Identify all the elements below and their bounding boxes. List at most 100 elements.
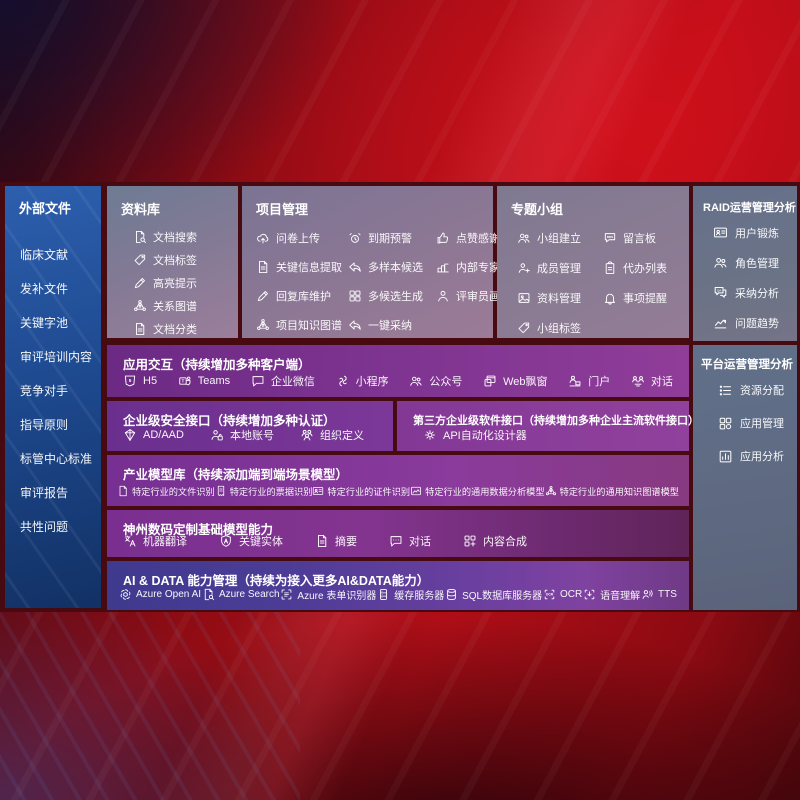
shielda-icon [219,534,233,548]
sidebar-item: 指导原则 [5,407,101,441]
feature-label: 小组建立 [537,232,581,245]
feature-label: 对话 [650,376,673,388]
list-icon [718,383,733,398]
feature-item: API自动化设计器 [423,427,527,443]
feature-item: 内容合成 [463,533,527,549]
doc-lines-icon [315,534,329,548]
ai-data-items: Azure Open AI Azure Search Azure 表单识别器 缓存服务… [107,587,689,602]
security-interface-title: 企业级安全接口（持续增加多种认证） [123,414,336,428]
external-files-panel: 外部文件 临床文献 发补文件 关键字池 审评培训内容 竞争对手 指导原则 标管中心标准 审评报… [5,186,101,608]
feature-label: 项目知识图谱 [276,319,342,332]
grid4-icon [348,289,362,303]
speech-icon [583,588,596,601]
ai-data-title: AI & DATA 能力管理（持续为接入更多AI&DATA能力） [123,574,430,588]
feature-label: Azure Open AI [136,589,202,600]
feature-label: 内容合成 [483,536,527,548]
sidebar-item-label: 审评报告 [20,485,69,500]
svg-text:QA: QA [717,289,722,293]
feature-label: 多样本候选 [368,261,423,274]
feature-label: 语音理解 [600,591,641,602]
chat-icon [251,374,265,388]
feature-item: 组织定义 [300,427,364,443]
external-files-title: 外部文件 [19,201,72,216]
feature-label: 关键实体 [239,536,283,548]
library-title: 资料库 [121,202,161,217]
feature-item: 成员管理 [517,258,603,277]
feature-label: 用户锻炼 [735,227,779,240]
sidebar-item: 临床文献 [5,237,101,271]
feature-item: 摘要 [315,533,357,549]
reply-icon [348,260,362,274]
pen-icon [256,289,270,303]
feature-label: 资料管理 [537,292,581,305]
sidebar-item-label: 临床文献 [20,247,69,262]
project-management-title: 项目管理 [256,202,309,217]
clipboard-icon [603,260,617,275]
bell-icon [603,291,617,305]
feature-item: 特定行业的通用知识图谱模型 [545,484,679,498]
feature-label: 机器翻译 [143,536,187,548]
tts-icon [641,588,654,601]
feature-item: 对话 [389,533,431,549]
openai-icon [119,588,132,601]
platform-analysis-title: 平台运营管理分析 [701,359,793,371]
doc-lines-icon [256,260,270,274]
graph-icon [256,318,270,332]
translate-icon [123,534,137,548]
svg-text:T: T [181,379,184,384]
feature-item: 文档标签 [133,250,238,269]
feature-item: 高亮提示 [133,273,238,292]
h5-icon: 5 [123,374,137,388]
sidebar-item: 标管中心标准 [5,441,101,475]
feature-label: 关系图谱 [153,300,197,313]
feature-item: Azure Search [202,588,280,601]
sidebar-item-label: 审评培训内容 [20,349,93,364]
feature-label: 代办列表 [623,262,667,275]
doc-search-icon [202,588,215,601]
feature-label: Azure Search [218,589,280,600]
feature-label: 小组标签 [537,322,581,335]
feature-item: 本地账号 [210,427,274,443]
feature-label: Azure 表单识别器 [297,591,377,602]
ai-data-row: AI & DATA 能力管理（持续为接入更多AI&DATA能力） Azure O… [107,561,689,610]
server-icon [377,588,390,601]
feature-item: 对话 [631,373,673,389]
feature-item: 缓存服务器 [377,587,444,602]
feature-label: 本地账号 [229,430,274,442]
sidebar-item: 审评报告 [5,475,101,509]
dcits-model-title: 神州数码定制基础模型能力 [123,523,274,537]
feature-item: 企业微信 [251,373,315,389]
industry-model-items: 特定行业的文件识别 特定行业的票据识别 特定行业的证件识别 特定行业的通用数据分析模型… [107,484,689,498]
feature-label: 问卷上传 [276,232,320,245]
feature-label: 公众号 [429,376,463,388]
feature-item: 小程序 [336,373,389,389]
people-icon [517,231,531,245]
teams-icon: T [178,374,192,388]
svg-text:5: 5 [129,378,132,383]
sidebar-item: 审评培训内容 [5,339,101,373]
chat-dots-icon [389,534,403,548]
feature-label: 点赞感谢 [456,232,500,245]
project-management-items: 问卷上传 到期预警 点赞感谢 关键信息提取 多样本候选 内部专家排名 回复库维护 多候选生成评… [256,228,522,334]
special-group-items: 小组建立 BBS 留言板 成员管理 代办列表 资料管理 事项提醒 小组标签 [517,228,689,337]
thumb-icon [436,231,450,245]
feature-label: 多候选生成 [368,290,423,303]
feature-label: 缓存服务器 [394,591,445,602]
trend-icon [713,315,728,330]
feature-item: OCR OCR [543,588,582,601]
feature-label: 特定行业的文件识别 [132,487,215,497]
feature-label: 文档搜索 [153,231,197,244]
mini-icon [336,374,350,388]
feature-item: T Teams [178,374,230,388]
sidebar-item-label: 竞争对手 [20,383,69,398]
appgrid-icon [718,416,733,431]
idcard-icon [713,225,728,240]
feature-item: 关系图谱 [133,296,238,315]
feature-item: 小组建立 [517,228,603,247]
feature-item: 角色管理 [713,253,797,272]
dcits-model-row: 神州数码定制基础模型能力 机器翻译 关键实体 摘要 对话 内容合成 [107,510,689,557]
feature-label: 文档分类 [153,323,197,336]
webwin-icon [483,374,497,388]
feature-label: 高亮提示 [153,277,197,290]
feature-item: 问题趋势 [713,313,797,332]
